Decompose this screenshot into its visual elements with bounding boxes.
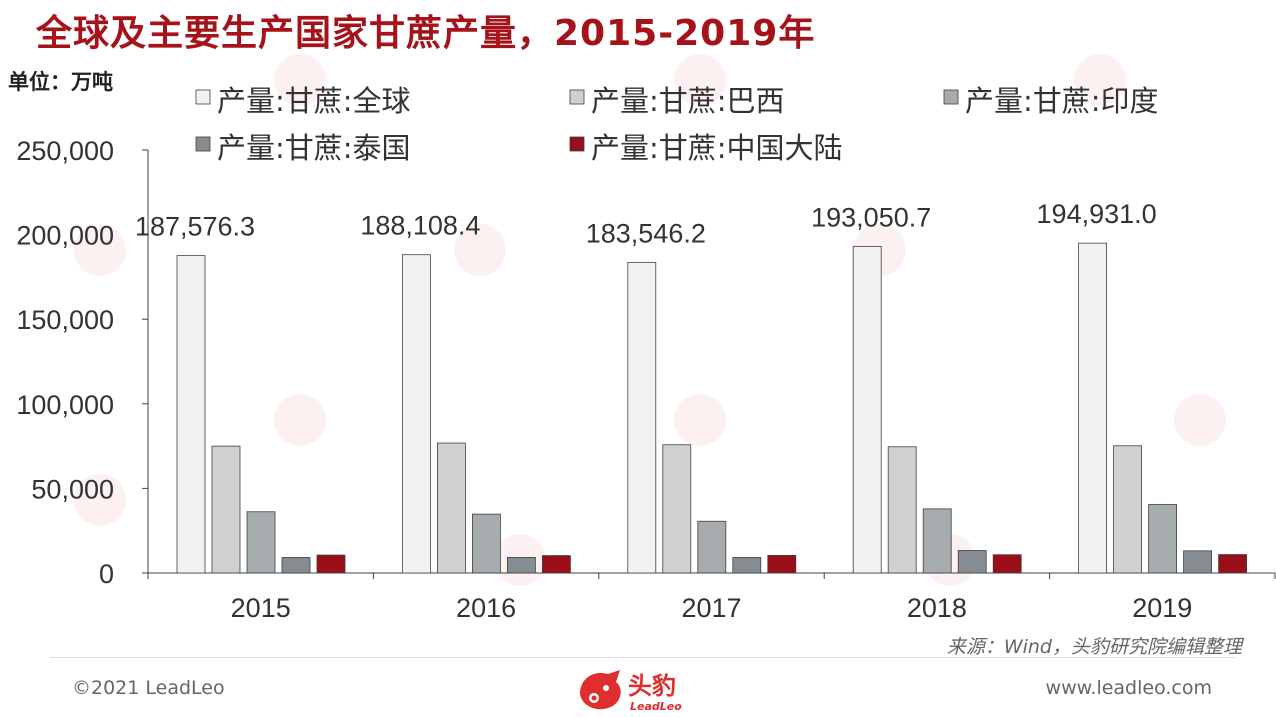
bar [767, 555, 797, 574]
watermark [274, 394, 326, 446]
legend-swatch [943, 89, 959, 105]
data-labels-group: 187,576.3 188,108.4 183,546.2 193,050.7 194,… [135, 199, 1157, 248]
bar [211, 445, 241, 574]
bar [246, 511, 276, 574]
bar [1113, 445, 1142, 574]
copyright: ©2021 LeadLeo [72, 677, 225, 699]
legend-swatch [569, 136, 585, 152]
bar [1183, 550, 1212, 574]
x-tick-label: 2018 [907, 593, 967, 623]
x-axis: 2015 2016 2017 2018 2019 [147, 572, 1276, 623]
watermark [1074, 54, 1126, 106]
y-tick-label: 150,000 [16, 305, 114, 335]
data-label: 187,576.3 [135, 212, 255, 242]
watermark-mark [74, 474, 126, 526]
x-tick-label: 2015 [231, 593, 291, 623]
legend-label: 产量:甘蔗:巴西 [591, 84, 785, 118]
watermark-mark [674, 394, 726, 446]
legend-label: 产量:甘蔗:中国大陆 [591, 131, 843, 165]
website: www.leadleo.com [1045, 677, 1212, 699]
watermark [1174, 394, 1226, 446]
legend-label: 产量:甘蔗:泰国 [217, 131, 411, 165]
watermark [674, 394, 726, 446]
data-label: 193,050.7 [811, 202, 931, 232]
bar [176, 255, 206, 574]
bar [697, 520, 727, 574]
y-tick-label: 50,000 [31, 474, 114, 504]
y-tick-label: 200,000 [16, 221, 114, 251]
watermark-mark [1074, 54, 1126, 106]
footer-divider [50, 657, 1236, 658]
data-label: 194,931.0 [1037, 199, 1157, 229]
leadleo-logo: 头豹 LeadLeo [580, 670, 682, 713]
bar [436, 442, 466, 574]
watermark [674, 54, 726, 106]
bar [1218, 554, 1247, 574]
chart-title: 全球及主要生产国家甘蔗产量，2015-2019年 [36, 13, 816, 54]
watermark-mark [274, 54, 326, 106]
bar [542, 555, 571, 574]
bar [1148, 504, 1177, 574]
bar [992, 554, 1022, 574]
legend-label: 产量:甘蔗:印度 [965, 84, 1159, 118]
legend-swatch [195, 89, 211, 105]
x-tick-label: 2019 [1132, 593, 1192, 623]
y-tick-label: 250,000 [16, 136, 114, 166]
bar [957, 550, 987, 574]
bar [852, 245, 882, 574]
x-tick-label: 2016 [456, 593, 516, 623]
bar [316, 554, 346, 574]
bar [887, 446, 917, 574]
bar-series-group [176, 242, 1247, 574]
bar [732, 557, 762, 574]
legend-label: 产量:甘蔗:全球 [217, 84, 411, 118]
y-axis: 0 50,000 100,000 150,000 200,000 250,000 [16, 136, 149, 589]
x-tick-label: 2017 [681, 593, 741, 623]
watermark-mark [454, 224, 506, 276]
logo-text: 头豹 [628, 672, 676, 700]
bar [627, 262, 657, 574]
watermark [74, 474, 126, 526]
unit-label: 单位：万吨 [8, 70, 113, 94]
data-label: 188,108.4 [360, 211, 480, 241]
watermark [454, 224, 506, 276]
watermark-mark [674, 54, 726, 106]
bar [662, 444, 692, 574]
bar [1078, 242, 1107, 574]
legend-swatch [569, 89, 585, 105]
watermark-mark [1174, 394, 1226, 446]
leopard-head-icon [580, 670, 621, 710]
y-tick-label: 0 [99, 559, 114, 589]
logo-subtext: LeadLeo [630, 700, 682, 713]
bar [506, 557, 536, 574]
y-tick-label: 100,000 [16, 390, 114, 420]
watermark-mark [74, 224, 126, 276]
data-label: 183,546.2 [586, 218, 706, 248]
watermark [74, 224, 126, 276]
watermark [274, 54, 326, 106]
bar [471, 513, 501, 574]
legend-swatch [195, 136, 211, 152]
bar [922, 508, 952, 574]
bar [401, 254, 431, 574]
source-note: 来源：Wind，头豹研究院编辑整理 [946, 636, 1242, 658]
bar [281, 557, 311, 574]
watermark-mark [274, 394, 326, 446]
